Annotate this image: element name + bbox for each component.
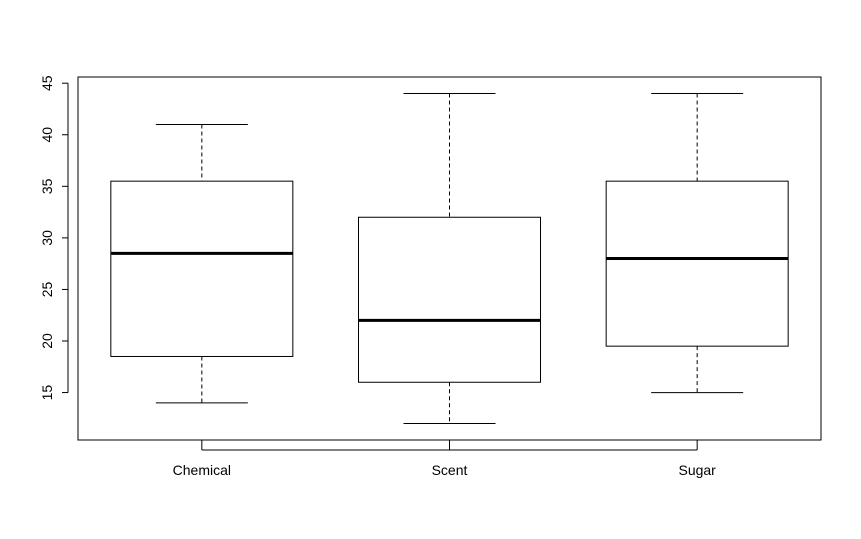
y-tick-label-40: 40 xyxy=(39,127,55,143)
y-tick-label-25: 25 xyxy=(39,281,55,297)
box-sugar xyxy=(605,180,789,347)
x-tick-label-sugar: Sugar xyxy=(678,462,716,478)
x-tick-label-chemical: Chemical xyxy=(173,462,231,478)
y-tick-label-35: 35 xyxy=(39,178,55,194)
box-scent xyxy=(358,216,541,383)
axes-layer: 15 20 25 30 35 40 45 Chemical Scent Sugar xyxy=(39,75,716,478)
y-tick-label-45: 45 xyxy=(39,75,55,91)
y-tick-label-30: 30 xyxy=(39,230,55,246)
boxes-layer xyxy=(110,93,789,424)
box-chemical xyxy=(110,180,294,357)
plot-frame xyxy=(77,76,822,441)
x-tick-label-scent: Scent xyxy=(432,462,468,478)
box-group-sugar xyxy=(605,93,789,394)
y-tick-label-15: 15 xyxy=(39,385,55,401)
y-tick-label-20: 20 xyxy=(39,333,55,349)
box-group-scent xyxy=(358,93,541,424)
box-group-chemical xyxy=(110,123,294,404)
